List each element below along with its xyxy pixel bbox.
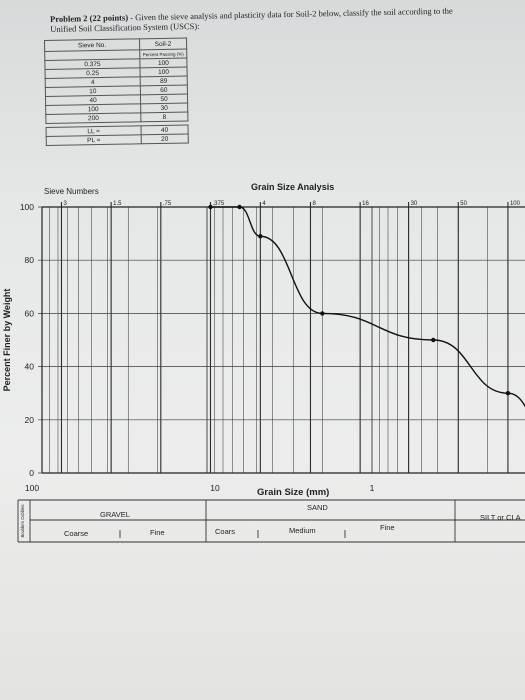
x-tick-label: 10 [210, 483, 220, 493]
gravel-coarse-label: Coarse [64, 529, 88, 538]
sieve-tick-label: 4 [262, 201, 266, 207]
sand-medium-label: Medium [289, 526, 316, 535]
soil-classification-bar: Boulders Cobbles GRAVEL Coarse Fine SAND… [17, 499, 525, 543]
sand-coarse-label: Coars [215, 527, 235, 536]
x-tick-label: 100 [25, 483, 39, 493]
data-point [258, 234, 263, 239]
y-tick-label: 0 [29, 468, 34, 478]
data-point [431, 337, 436, 343]
sand-fine-label: Fine [380, 523, 395, 532]
y-tick-label: 20 [25, 415, 35, 425]
y-tick-label: 60 [25, 308, 35, 318]
chart-title: Grain Size Analysis [251, 182, 334, 192]
y-tick-label: 100 [20, 202, 34, 212]
gradation-curve [208, 204, 525, 408]
data-point [505, 391, 511, 396]
sieve-tick-label: 30 [411, 201, 418, 207]
sieve-tick-label: 8 [312, 201, 316, 207]
gravel-label: GRAVEL [100, 510, 130, 519]
sieve-tick-label: 100 [510, 201, 521, 207]
sieve-tick-label: 16 [362, 201, 369, 207]
data-point [237, 204, 242, 210]
boulders-cobbles-label: Boulders Cobbles [20, 504, 25, 537]
data-point [320, 311, 325, 316]
sieve-tick-label: 1.5 [113, 201, 122, 207]
y-tick-label: 80 [25, 255, 35, 265]
y-tick-label: 40 [25, 362, 35, 372]
sieve-tick-label: 3 [63, 201, 67, 207]
x-axis-title: Grain Size (mm) [257, 487, 329, 498]
sieve-tick-label: .375 [212, 201, 224, 207]
gradation-line [210, 206, 525, 408]
x-tick-label: 1 [370, 483, 375, 493]
sieve-tick-label: 50 [460, 201, 467, 207]
y-axis-title: Percent Finer by Weight [2, 289, 12, 392]
data-point [208, 204, 213, 210]
chart-axes [41, 206, 525, 474]
top-axis-title: Sieve Numbers [44, 187, 99, 196]
silt-clay-label: SILT or CLA [480, 513, 521, 522]
chart-grid [38, 202, 525, 474]
sand-label: SAND [307, 503, 328, 512]
gravel-fine-label: Fine [150, 528, 165, 537]
chart-labels: Sieve Numbers Grain Size Analysis Grain … [2, 182, 521, 498]
sieve-tick-label: .75 [163, 201, 172, 207]
